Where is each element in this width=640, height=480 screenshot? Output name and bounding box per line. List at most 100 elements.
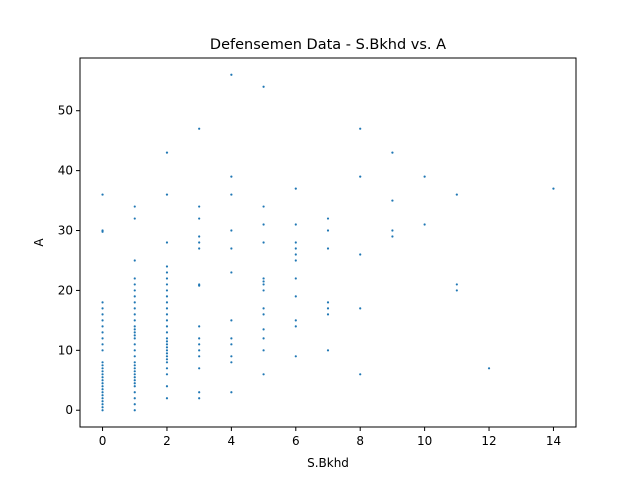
data-point <box>101 193 104 196</box>
data-point <box>198 367 201 370</box>
data-point <box>165 313 169 316</box>
y-tick-label: 10 <box>58 343 73 357</box>
data-point <box>133 325 136 328</box>
data-point <box>198 247 201 250</box>
data-point <box>133 319 136 322</box>
data-point <box>101 409 104 412</box>
data-point <box>133 373 136 376</box>
data-point <box>552 187 555 190</box>
data-point <box>294 325 297 328</box>
data-point <box>230 343 233 346</box>
data-point <box>294 187 297 190</box>
data-point <box>133 367 136 370</box>
data-point <box>133 334 136 337</box>
data-point <box>101 361 104 364</box>
plot-frame <box>79 57 577 428</box>
data-point <box>133 328 136 331</box>
data-point <box>133 205 136 208</box>
data-point <box>133 337 136 340</box>
data-point <box>198 325 201 328</box>
data-point <box>133 301 136 304</box>
data-point <box>133 307 136 310</box>
data-point <box>230 193 233 196</box>
data-point <box>165 331 169 334</box>
data-point <box>133 283 136 286</box>
y-tick-label: 40 <box>58 164 73 178</box>
x-tick-label: 6 <box>292 434 300 448</box>
data-point <box>230 319 233 322</box>
data-point <box>262 277 265 280</box>
x-tick-label: 10 <box>417 434 432 448</box>
data-point <box>165 325 169 328</box>
data-point <box>230 175 233 178</box>
data-point <box>230 247 233 250</box>
data-point <box>262 307 265 310</box>
data-point <box>391 235 394 238</box>
data-point <box>487 367 491 370</box>
data-point <box>294 277 297 280</box>
data-point <box>165 289 169 292</box>
data-point <box>101 307 104 310</box>
x-tick-label: 8 <box>356 434 364 448</box>
data-point <box>198 127 201 130</box>
data-point <box>101 337 104 340</box>
data-point <box>101 379 104 382</box>
data-point <box>294 223 297 226</box>
data-point <box>198 235 201 238</box>
data-point <box>101 394 104 397</box>
data-point <box>101 230 104 233</box>
data-point <box>133 361 136 364</box>
data-point <box>391 151 394 154</box>
data-point <box>294 241 297 244</box>
plot-area <box>101 73 555 412</box>
data-point <box>165 283 169 286</box>
y-tick-label: 0 <box>65 403 73 417</box>
data-point <box>133 364 136 367</box>
data-point <box>133 313 136 316</box>
data-point <box>230 229 233 232</box>
data-point <box>294 319 297 322</box>
data-point <box>294 355 297 358</box>
data-point <box>455 283 458 286</box>
data-point <box>326 229 330 232</box>
data-point <box>101 331 104 334</box>
data-point <box>101 391 104 394</box>
data-point <box>262 328 265 331</box>
data-point <box>101 382 104 385</box>
data-point <box>359 127 362 130</box>
data-point <box>165 271 169 274</box>
data-point <box>101 403 104 406</box>
data-point <box>198 397 201 400</box>
data-point <box>101 301 104 304</box>
data-point <box>198 337 201 340</box>
y-tick-label: 30 <box>58 224 73 238</box>
data-point <box>165 343 169 346</box>
data-point <box>133 397 136 400</box>
x-tick-label: 4 <box>228 434 236 448</box>
data-point <box>423 223 426 226</box>
data-point <box>262 289 265 292</box>
data-point <box>326 313 330 316</box>
x-tick-label: 14 <box>546 434 561 448</box>
data-point <box>101 313 104 316</box>
data-point <box>165 340 169 343</box>
data-point <box>165 151 169 154</box>
data-point <box>133 370 136 373</box>
data-point <box>262 283 265 286</box>
data-point <box>230 337 233 340</box>
data-point <box>230 73 233 76</box>
data-point <box>101 349 104 352</box>
data-point <box>101 397 104 400</box>
data-point <box>101 400 104 403</box>
data-point <box>326 301 330 304</box>
data-point <box>423 175 426 178</box>
data-point <box>133 217 136 220</box>
data-point <box>262 280 265 283</box>
data-point <box>198 284 201 287</box>
x-axis-label: S.Bkhd <box>307 456 349 470</box>
data-point <box>133 277 136 280</box>
data-point <box>359 307 362 310</box>
data-point <box>326 349 330 352</box>
data-point <box>133 385 136 388</box>
